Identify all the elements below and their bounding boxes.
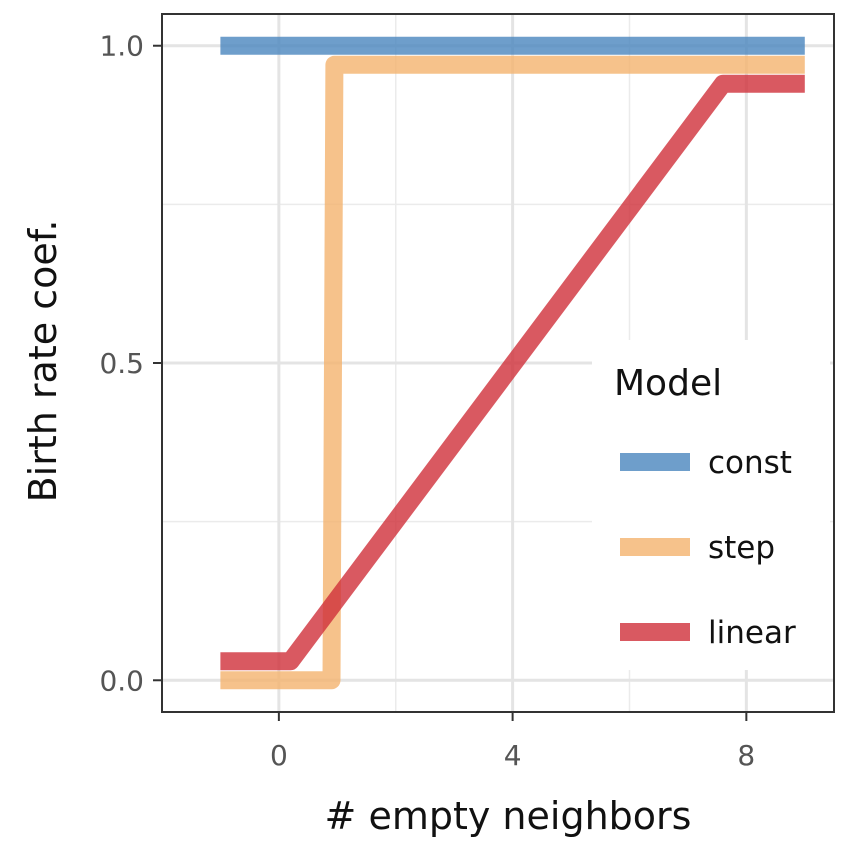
legend-label-linear: linear xyxy=(708,615,796,651)
y-axis-title: Birth rate coef. xyxy=(21,220,65,503)
series-line-linear xyxy=(220,74,805,671)
series-line-step xyxy=(220,55,805,690)
y-tick-label: 0.0 xyxy=(99,664,144,697)
legend-label-const: const xyxy=(708,445,792,481)
x-tick-label: 8 xyxy=(737,739,755,772)
series-layer xyxy=(220,36,805,690)
legend-title: Model xyxy=(614,363,722,404)
legend-items: const step linear xyxy=(620,445,796,651)
y-tick-label: 0.5 xyxy=(99,347,144,380)
legend: Model const step linear xyxy=(592,340,830,670)
x-axis-title: # empty neighbors xyxy=(325,794,692,838)
y-tick-label: 1.0 xyxy=(99,30,144,63)
ticks: 0 4 8 0.0 0.5 1.0 xyxy=(99,30,755,772)
legend-label-step: step xyxy=(708,530,775,566)
x-tick-label: 4 xyxy=(504,739,522,772)
legend-background xyxy=(592,340,830,670)
x-tick-label: 0 xyxy=(270,739,288,772)
